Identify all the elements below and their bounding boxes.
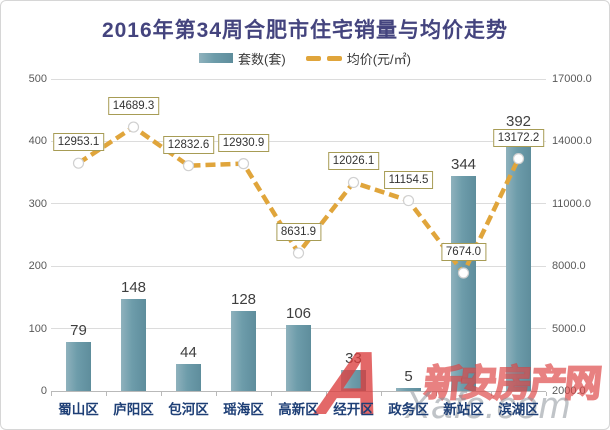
x-axis-tick [491,392,492,396]
bar-value-label: 392 [505,112,532,130]
left-axis-tick-label: 100 [28,322,47,335]
price-marker [127,121,140,133]
bar-value-label: 5 [404,367,413,385]
bar-value-label: 128 [230,291,257,309]
legend: 套数(套) 均价(元/㎡) [1,49,609,68]
right-axis-tick-label: 2000.0 [552,385,586,397]
right-axis-tick-label: 14000.0 [552,135,592,148]
price-label: 12930.9 [217,133,270,152]
category-label-蜀山区: 蜀山区 [58,402,99,417]
x-axis-tick [161,392,162,396]
category-label-新站区: 新站区 [443,402,484,417]
left-axis-tick-label: 300 [28,197,47,210]
category-label-包河区: 包河区 [168,402,209,417]
legend-item-bar: 套数(套) [199,49,286,68]
price-marker [292,247,305,259]
category-label-瑶海区: 瑶海区 [223,402,264,417]
bar-包河区 [176,363,201,391]
right-axis-tick-label: 5000.0 [552,322,586,335]
gridline [51,203,546,205]
bar-新站区 [451,176,476,391]
gridline [51,265,546,267]
line-series-swatch [305,55,342,61]
category-label-庐阳区: 庐阳区 [113,402,154,417]
bar-高新区 [286,324,311,391]
x-axis-tick [51,392,52,396]
x-axis-tick [326,392,327,396]
x-axis-tick [381,392,382,396]
right-axis-tick-label: 17000.0 [552,73,592,85]
price-marker [347,176,360,189]
price-label: 11154.5 [383,170,434,189]
bar-滨湖区 [506,146,531,391]
x-axis-tick [546,392,547,396]
x-axis-tick [436,392,437,396]
price-label: 13172.2 [492,128,545,147]
price-marker [182,160,195,172]
x-axis-tick [106,392,107,396]
category-label-高新区: 高新区 [278,402,319,417]
x-axis-line [51,391,546,392]
right-axis-tick-label: 11000.0 [552,197,591,210]
price-label: 12026.1 [327,152,380,171]
left-axis-tick-label: 400 [28,135,47,148]
price-marker [457,267,470,279]
right-axis-tick-label: 8000.0 [552,260,586,273]
chart-title: 2016年第34周合肥市住宅销量与均价走势 [101,19,509,42]
category-label-滨湖区: 滨湖区 [498,402,539,417]
legend-line-label: 均价(元/㎡) [346,51,411,67]
price-marker [72,157,85,169]
left-axis-tick-label: 0 [40,385,47,397]
price-marker [512,153,525,165]
bar-value-label: 344 [450,156,477,174]
bar-value-label: 106 [285,304,312,322]
bar-series-swatch [199,53,234,63]
x-axis-tick [216,392,217,396]
bar-value-label: 148 [120,278,147,296]
bar-value-label: 33 [345,350,362,368]
price-marker [237,158,250,170]
left-axis-tick-label: 200 [28,260,47,273]
legend-item-line: 均价(元/㎡) [305,49,411,68]
price-label: 12953.1 [52,133,105,152]
price-marker [402,194,415,207]
x-axis-tick [271,392,272,396]
bar-政务区 [396,387,421,391]
category-label-政务区: 政务区 [388,402,429,417]
price-label: 14689.3 [107,97,160,116]
bar-瑶海区 [231,311,256,391]
dash-icon [326,55,342,61]
dash-icon [305,55,321,61]
price-label: 7674.0 [440,242,487,261]
left-axis-tick-label: 500 [28,73,47,85]
bar-蜀山区 [66,341,91,391]
category-label-经开区: 经开区 [333,402,374,417]
bar-value-label: 44 [180,343,197,361]
bar-庐阳区 [121,298,146,391]
gridline [51,78,546,80]
price-label: 12832.6 [162,135,215,154]
gridline [51,140,546,142]
bar-经开区 [341,370,366,391]
bar-value-label: 79 [70,321,87,339]
legend-bar-label: 套数(套) [238,51,286,67]
price-label: 8631.9 [275,223,322,242]
